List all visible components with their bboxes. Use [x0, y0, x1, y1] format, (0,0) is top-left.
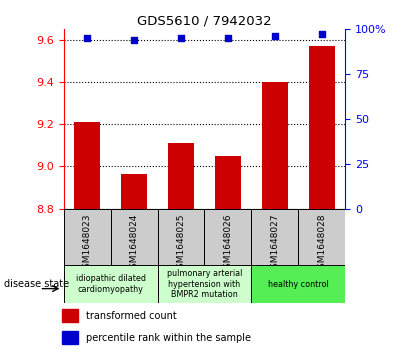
Bar — [64, 265, 157, 303]
Point — [131, 37, 137, 43]
Point — [225, 35, 231, 41]
Point — [319, 32, 325, 37]
Bar — [252, 209, 298, 265]
Bar — [74, 122, 100, 209]
Text: healthy control: healthy control — [268, 280, 329, 289]
Bar — [157, 265, 252, 303]
Text: GSM1648025: GSM1648025 — [176, 213, 185, 274]
Bar — [111, 209, 157, 265]
Text: transformed count: transformed count — [86, 311, 176, 321]
Text: GSM1648028: GSM1648028 — [317, 213, 326, 274]
Bar — [64, 209, 111, 265]
Bar — [309, 46, 335, 209]
Text: GSM1648026: GSM1648026 — [224, 213, 233, 274]
Bar — [62, 331, 78, 344]
Bar — [298, 209, 345, 265]
Text: GSM1648024: GSM1648024 — [129, 213, 139, 274]
Point — [272, 33, 278, 39]
Bar — [121, 174, 147, 209]
Title: GDS5610 / 7942032: GDS5610 / 7942032 — [137, 15, 272, 28]
Point — [84, 35, 90, 41]
Bar — [215, 156, 241, 209]
Point — [178, 35, 184, 41]
Bar — [252, 265, 345, 303]
Text: GSM1648027: GSM1648027 — [270, 213, 279, 274]
Bar — [262, 82, 288, 209]
Text: percentile rank within the sample: percentile rank within the sample — [86, 333, 251, 343]
Bar — [62, 309, 78, 322]
Text: idiopathic dilated
cardiomyopathy: idiopathic dilated cardiomyopathy — [76, 274, 145, 294]
Bar — [168, 143, 194, 209]
Text: disease state: disease state — [4, 279, 69, 289]
Bar — [205, 209, 252, 265]
Bar — [157, 209, 205, 265]
Text: GSM1648023: GSM1648023 — [83, 213, 92, 274]
Text: pulmonary arterial
hypertension with
BMPR2 mutation: pulmonary arterial hypertension with BMP… — [167, 269, 242, 299]
